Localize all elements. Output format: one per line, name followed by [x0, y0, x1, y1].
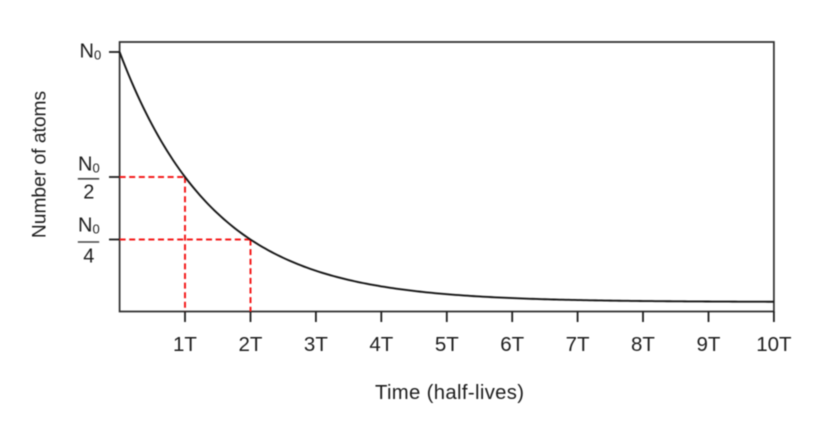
svg-text:9T: 9T: [697, 333, 721, 356]
svg-text:N0: N0: [78, 154, 100, 176]
svg-text:7T: 7T: [566, 333, 590, 356]
svg-text:6T: 6T: [500, 333, 524, 356]
svg-text:2T: 2T: [239, 333, 263, 356]
svg-text:2: 2: [83, 182, 94, 204]
svg-text:10T: 10T: [756, 333, 792, 356]
svg-text:Time (half-lives): Time (half-lives): [375, 382, 524, 404]
svg-text:4T: 4T: [369, 333, 393, 356]
svg-text:N0: N0: [80, 40, 102, 62]
svg-text:Number of atoms: Number of atoms: [30, 91, 51, 238]
svg-text:3T: 3T: [304, 333, 328, 356]
svg-text:1T: 1T: [173, 333, 197, 356]
svg-text:N0: N0: [78, 214, 100, 236]
svg-text:4: 4: [83, 246, 94, 268]
svg-text:8T: 8T: [631, 333, 655, 356]
svg-text:5T: 5T: [435, 333, 459, 356]
